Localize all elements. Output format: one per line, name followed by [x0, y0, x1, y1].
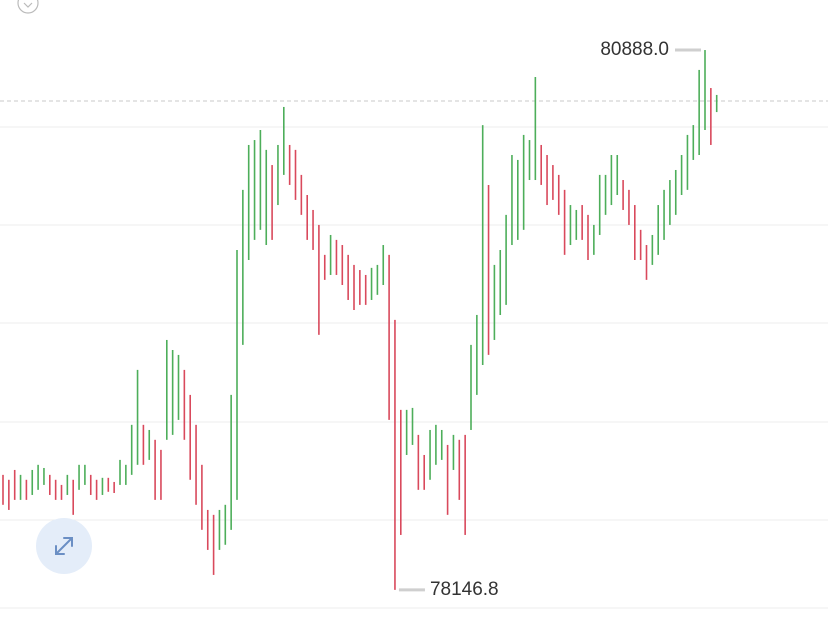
min-label: 78146.8 [430, 579, 499, 600]
icon-chevron [23, 2, 33, 8]
expand-button[interactable] [36, 518, 92, 574]
max-label: 80888.0 [600, 39, 669, 60]
plot: 80888.0 78146.8 [0, 39, 828, 600]
grid [0, 126, 828, 609]
collapse-icon[interactable] [17, 0, 39, 14]
icon-circle [17, 0, 39, 14]
expand-icon [55, 537, 73, 555]
